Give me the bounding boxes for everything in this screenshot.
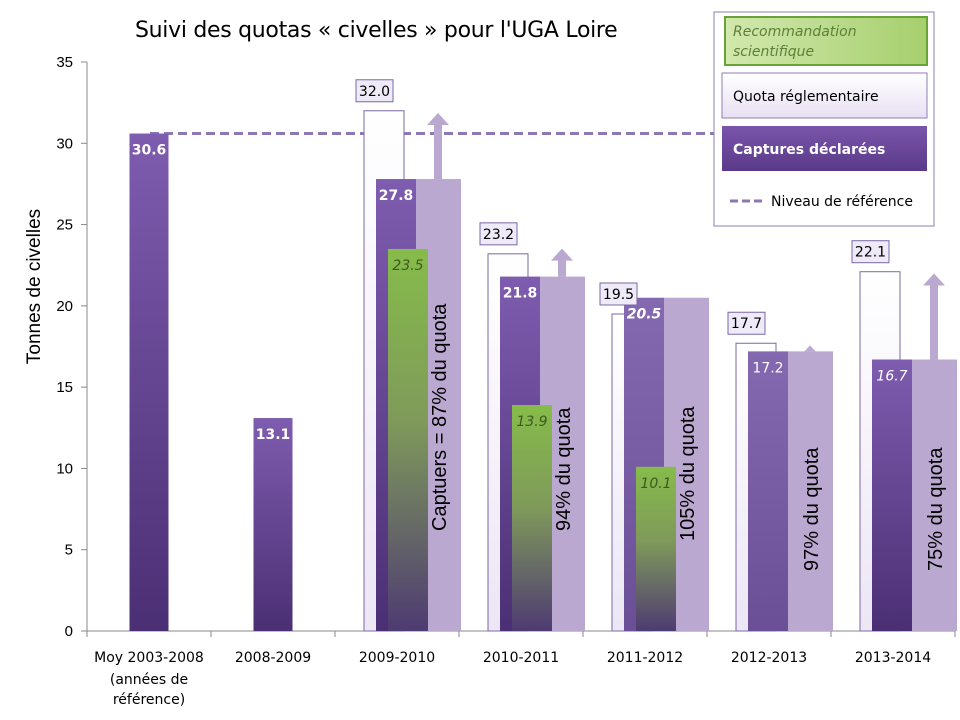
capture-value-label: 13.1 [256,427,291,443]
capture-share-annotation: 97% du quota [801,447,823,571]
y-tick-label: 15 [56,379,73,396]
legend-captures-label: Captures déclarées [733,142,885,158]
quota-value-box [355,79,394,103]
y-tick-label: 20 [56,298,73,315]
capture-value-label: 16.7 [876,369,907,385]
quota-value-box [851,240,890,264]
x-category-label: Moy 2003-2008 [94,650,204,666]
x-category-label: 2010-2011 [483,650,559,666]
capture-value-label: 27.8 [379,188,414,204]
x-category-label: 2012-2013 [731,650,807,666]
quota-value-label: 22.1 [855,245,886,261]
chart-title: Suivi des quotas « civelles » pour l'UGA… [135,18,618,43]
y-tick-label: 10 [56,460,73,477]
x-category-sublabel: (années de [110,672,188,688]
x-category-label: 2009-2010 [359,650,435,666]
recommendation-value-label: 23.5 [392,258,423,274]
increase-arrow [923,273,945,360]
x-category-label: 2011-2012 [607,650,683,666]
capture-value-label: 17.2 [752,360,783,376]
recommendation-bar [636,466,676,631]
capture-share-annotation: 105% du quota [677,406,699,541]
legend-quota-label: Quota réglementaire [733,89,879,105]
capture-value-label: 30.6 [132,143,167,159]
capture-bar [748,351,788,631]
legend-recommendation-label: Recommandation [733,24,857,40]
capture-bar [872,359,912,631]
capture-value-label: 20.5 [627,307,662,323]
x-category-label: 2008-2009 [235,650,311,666]
quota-value-box [479,222,518,246]
capture-value-label: 21.8 [503,286,538,302]
quota-value-box [727,311,766,335]
quota-value-label: 19.5 [603,287,634,303]
increase-arrow [427,113,449,180]
quota-value-label: 32.0 [359,84,390,100]
quota-value-label: 23.2 [483,227,514,243]
x-category-sublabel: référence) [113,692,185,708]
capture-share-annotation: 94% du quota [553,407,575,531]
legend-recommendation-swatch [724,16,928,66]
recommendation-value-label: 13.9 [516,414,547,430]
legend-captures-swatch [722,126,927,171]
capture-bar [129,133,169,631]
recommendation-bar [512,405,552,631]
y-tick-label: 35 [56,54,73,71]
increase-arrow [551,248,573,277]
capture-share-annotation: 75% du quota [925,447,947,571]
capture-share-bar [911,359,957,631]
capture-share-bar [787,351,833,631]
legend-recommendation-label: scientifique [733,44,814,60]
recommendation-value-label: 10.1 [640,476,671,492]
y-tick-label: 5 [65,542,73,559]
increase-arrow [799,345,821,358]
quota-value-box [599,282,638,306]
quota-value-label: 17.7 [731,316,762,332]
y-axis-label: Tonnes de civelles [24,209,45,364]
y-tick-label: 30 [56,135,73,152]
legend-reference-label: Niveau de référence [771,194,913,210]
capture-share-annotation: Captuers = 87% du quota [429,303,451,531]
legend-quota-swatch [721,72,928,119]
y-tick-label: 0 [65,623,73,640]
y-tick-label: 25 [56,217,73,234]
capture-bar [253,418,293,631]
recommendation-bar [388,248,428,631]
x-category-label: 2013-2014 [855,650,931,666]
